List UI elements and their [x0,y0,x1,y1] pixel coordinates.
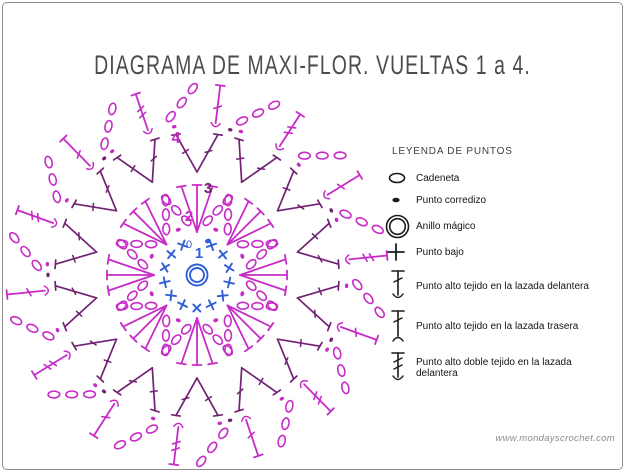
legend-item-label: Punto corredizo [416,194,487,206]
legend-item-dc-front-loop: Punto alto tejido en la lazada delantera [384,268,589,304]
legend-title: LEYENDA DE PUNTOS [392,146,513,157]
legend-item-slip-stitch: Punto corredizo [384,194,486,206]
single-crochet-icon [384,242,411,262]
watermark: www.mondayscrochet.com [495,433,615,444]
legend-item-label: Punto alto tejido en la lazada trasera [416,320,579,332]
dc-front-loop-icon [384,268,411,304]
legend-item-dc-back-loop: Punto alto tejido en la lazada trasera [384,308,578,344]
page-title: DIAGRAMA DE MAXI-FLOR. VUELTAS 1 a 4. [94,50,531,80]
round-label-3: 3 [204,180,212,197]
round-label-0: 0 [186,239,192,251]
round-number-labels: 0 1 23 4 [172,130,213,262]
legend-item-magic-ring: Anillo mágico [384,213,475,240]
round-3-v-stitches [46,128,340,423]
legend-item-dtr-front-loop: Punto alto doble tejido en la lazada del… [384,350,616,386]
chain-icon [384,170,411,186]
legend-item-single-crochet: Punto bajo [384,242,464,262]
dtr-front-loop-icon [384,350,411,386]
legend-item-chain: Cadeneta [384,170,459,186]
legend-item-label: Punto alto doble tejido en la lazada del… [416,357,572,379]
round-4-edge [5,82,389,468]
slip-stitch-icon [384,194,411,206]
legend-item-label: Cadeneta [416,172,460,184]
round-label-4: 4 [172,130,181,147]
round-label-1: 1 [195,245,203,262]
legend-item-label: Anillo mágico [416,221,476,232]
legend-item-label: Punto bajo [416,246,464,258]
magic-ring-icon [384,213,411,240]
round-2-petals [106,184,288,366]
legend-item-label: Punto alto tejido en la lazada delantera [416,280,589,292]
dc-back-loop-icon [384,308,411,344]
round-label-2: 2 [185,208,193,225]
round-1-single-crochets [158,239,235,313]
